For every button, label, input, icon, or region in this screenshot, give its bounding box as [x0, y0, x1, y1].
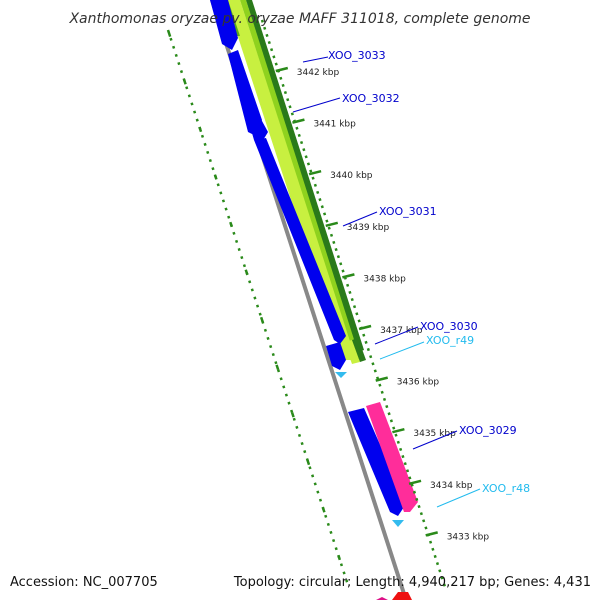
- major-tick: [342, 273, 355, 279]
- outer-dotted-ring: [166, 29, 350, 586]
- tick-label: 3439 kbp: [347, 223, 390, 233]
- map-title: Xanthomonas oryzae pv. oryzae MAFF 31101…: [68, 11, 530, 27]
- gene-label-leader: [436, 488, 481, 508]
- cds-feature-xoo-3031: [254, 138, 346, 344]
- major-tick: [408, 479, 422, 486]
- gene-label-leader: [412, 430, 458, 450]
- cds-feature-xoo-3030: [326, 342, 346, 370]
- cds-feature-xoo-3033: [210, 0, 238, 50]
- inner-dotted-ring: [260, 19, 448, 591]
- gene-label: XOO_r49: [426, 334, 474, 347]
- tick-label: 3435 kbp: [413, 429, 456, 439]
- tick-label: 3440 kbp: [330, 171, 373, 181]
- major-tick: [375, 376, 389, 382]
- gene-label: XOO_3032: [342, 92, 400, 105]
- trna-feature-xoo-r49: [335, 372, 347, 378]
- major-tick: [425, 531, 438, 537]
- major-tick: [392, 427, 405, 434]
- partial-red-feature: [392, 592, 412, 600]
- gene-label: XOO_3031: [379, 205, 437, 218]
- major-tick: [325, 221, 339, 228]
- tick-label: 3438 kbp: [363, 274, 406, 284]
- gc-mid-band: [240, 0, 362, 360]
- partial-rrna-feature: [376, 597, 388, 600]
- scale-ticks: 3442 kbp 3441 kbp 3440 kbp 3439 kbp 3438 kbp…: [275, 66, 490, 542]
- major-tick: [292, 118, 305, 124]
- gene-label-leader: [379, 341, 425, 360]
- gene-label: XOO_r48: [482, 482, 530, 495]
- rrna-feature-3035: [366, 402, 418, 512]
- cds-feature-xoo-3029: [348, 408, 406, 516]
- cds-feature-xoo-3032b: [246, 110, 268, 142]
- gc-small-segment: [344, 340, 360, 364]
- accession-text: Accession: NC_007705: [10, 575, 158, 590]
- gene-label-leader: [374, 326, 419, 345]
- tick-label: 3434 kbp: [430, 481, 473, 491]
- gene-label: XOO_3033: [328, 49, 386, 62]
- gene-label: XOO_3030: [420, 320, 478, 333]
- bottom-partial-features: [376, 592, 412, 600]
- summary-text: Topology: circular; Length: 4,940,217 bp…: [233, 575, 591, 590]
- gene-label-leader: [302, 56, 329, 63]
- gene-label: XOO_3029: [459, 424, 517, 437]
- tick-label: 3442 kbp: [297, 68, 340, 78]
- tick-label: 3436 kbp: [397, 378, 440, 388]
- major-tick: [358, 324, 372, 331]
- gene-label-leader: [292, 97, 341, 113]
- tick-label: 3437 kbp: [380, 326, 423, 336]
- tick-label: 3441 kbp: [313, 120, 356, 130]
- tick-label: 3433 kbp: [447, 532, 490, 542]
- gene-label-leader: [342, 211, 378, 227]
- gc-light-band: [226, 0, 357, 360]
- gc-small-segment-dark: [352, 338, 366, 362]
- gene-features: [210, 0, 418, 527]
- gc-content-band: [222, 0, 364, 360]
- major-tick: [308, 169, 322, 176]
- trna-feature-xoo-r48: [392, 520, 404, 527]
- gc-dark-band: [246, 0, 364, 352]
- major-tick: [275, 66, 289, 73]
